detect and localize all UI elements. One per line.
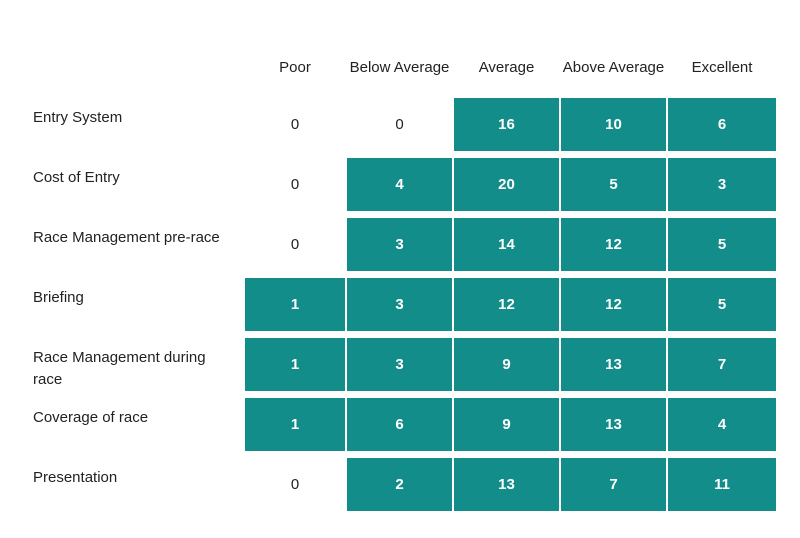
heatmap-cell: 3 [347, 218, 452, 271]
heatmap-cell: 9 [454, 398, 559, 451]
heatmap-cell: 3 [347, 338, 452, 391]
heatmap-cell: 4 [668, 398, 776, 451]
column-header-excellent: Excellent [691, 59, 753, 76]
heatmap-cell: 5 [561, 158, 666, 211]
heatmap-cell: 14 [454, 218, 559, 271]
heatmap-cell: 11 [668, 458, 776, 511]
heatmap-cell: 6 [347, 398, 452, 451]
heatmap-cell: 1 [245, 278, 345, 331]
heatmap-cell: 5 [668, 218, 776, 271]
column-header-poor: Poor [279, 59, 311, 76]
row-label: Briefing [33, 289, 84, 306]
heatmap-cell: 3 [347, 278, 452, 331]
heatmap-cell: 1 [245, 338, 345, 391]
heatmap-cell: 0 [290, 236, 300, 253]
heatmap-cell: 6 [668, 98, 776, 151]
heatmap-cell: 0 [395, 116, 404, 133]
row-label: Entry System [33, 109, 123, 126]
heatmap-cell: 12 [561, 278, 666, 331]
heatmap-cell: 12 [561, 218, 666, 271]
heatmap-cell: 13 [454, 458, 559, 511]
heatmap-cell: 0 [290, 476, 300, 493]
heatmap-cell: 7 [668, 338, 776, 391]
heatmap-cell: 5 [668, 278, 776, 331]
heatmap-cell: 0 [290, 176, 300, 193]
heatmap-cell: 13 [561, 338, 666, 391]
heatmap-cell: 3 [668, 158, 776, 211]
heatmap-cell: 4 [347, 158, 452, 211]
heatmap-cell: 20 [454, 158, 559, 211]
heatmap-cell: 12 [454, 278, 559, 331]
heatmap-cell: 16 [454, 98, 559, 151]
column-header-below-average: Below Average [349, 59, 450, 76]
heatmap-cell: 1 [245, 398, 345, 451]
column-header-average: Average [478, 59, 535, 76]
row-label: Cost of Entry [33, 169, 120, 186]
heatmap-cell: 10 [561, 98, 666, 151]
heatmap-cell: 9 [454, 338, 559, 391]
row-label: Race Management during race [33, 349, 206, 388]
row-label: Race Management pre-race [33, 229, 220, 246]
heatmap-cell: 13 [561, 398, 666, 451]
column-header-above-average: Above Average [562, 59, 665, 76]
row-label: Presentation [33, 469, 118, 486]
heatmap-cell: 0 [290, 116, 300, 133]
heatmap-cell: 2 [347, 458, 452, 511]
row-label: Coverage of race [33, 409, 149, 426]
heatmap-cell: 7 [561, 458, 666, 511]
